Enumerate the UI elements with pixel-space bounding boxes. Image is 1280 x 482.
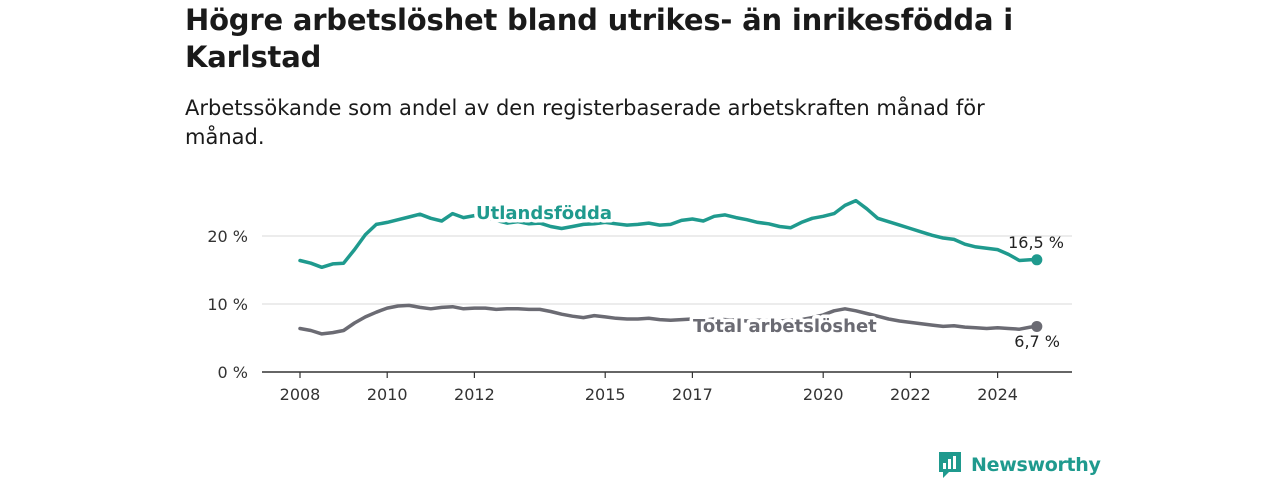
y-tick-label: 20 % xyxy=(207,227,248,246)
newsworthy-logo[interactable]: Newsworthy xyxy=(937,448,1101,482)
series-label-total: Total arbetslöshet xyxy=(693,316,877,337)
end-value-label: 16,5 % xyxy=(1008,233,1064,252)
x-tick-label: 2024 xyxy=(977,385,1018,404)
x-tick-label: 2008 xyxy=(280,385,321,404)
chart-title: Högre arbetslöshet bland utrikes- än inr… xyxy=(185,3,1013,74)
end-point-utlandsfodda xyxy=(1031,254,1043,266)
series-line-utlandsfodda xyxy=(298,198,1039,270)
brand-name: Newsworthy xyxy=(971,454,1101,476)
y-tick-label: 0 % xyxy=(218,363,248,382)
x-tick-label: 2010 xyxy=(367,385,408,404)
series-label-utlandsfodda: Utlandsfödda xyxy=(476,203,612,224)
x-tick-label: 2015 xyxy=(585,385,626,404)
end-value-label: 6,7 % xyxy=(1014,332,1060,351)
x-tick-label: 2020 xyxy=(803,385,844,404)
bar-chart-logo-icon xyxy=(939,452,961,478)
x-tick-label: 2022 xyxy=(890,385,931,404)
end-point-total xyxy=(1031,320,1043,332)
x-tick-label: 2012 xyxy=(454,385,495,404)
x-tick-label: 2017 xyxy=(672,385,713,404)
y-tick-label: 10 % xyxy=(207,295,248,314)
chart-subtitle: Arbetssökande som andel av den registerb… xyxy=(185,96,985,149)
series-line-total xyxy=(298,303,1039,336)
